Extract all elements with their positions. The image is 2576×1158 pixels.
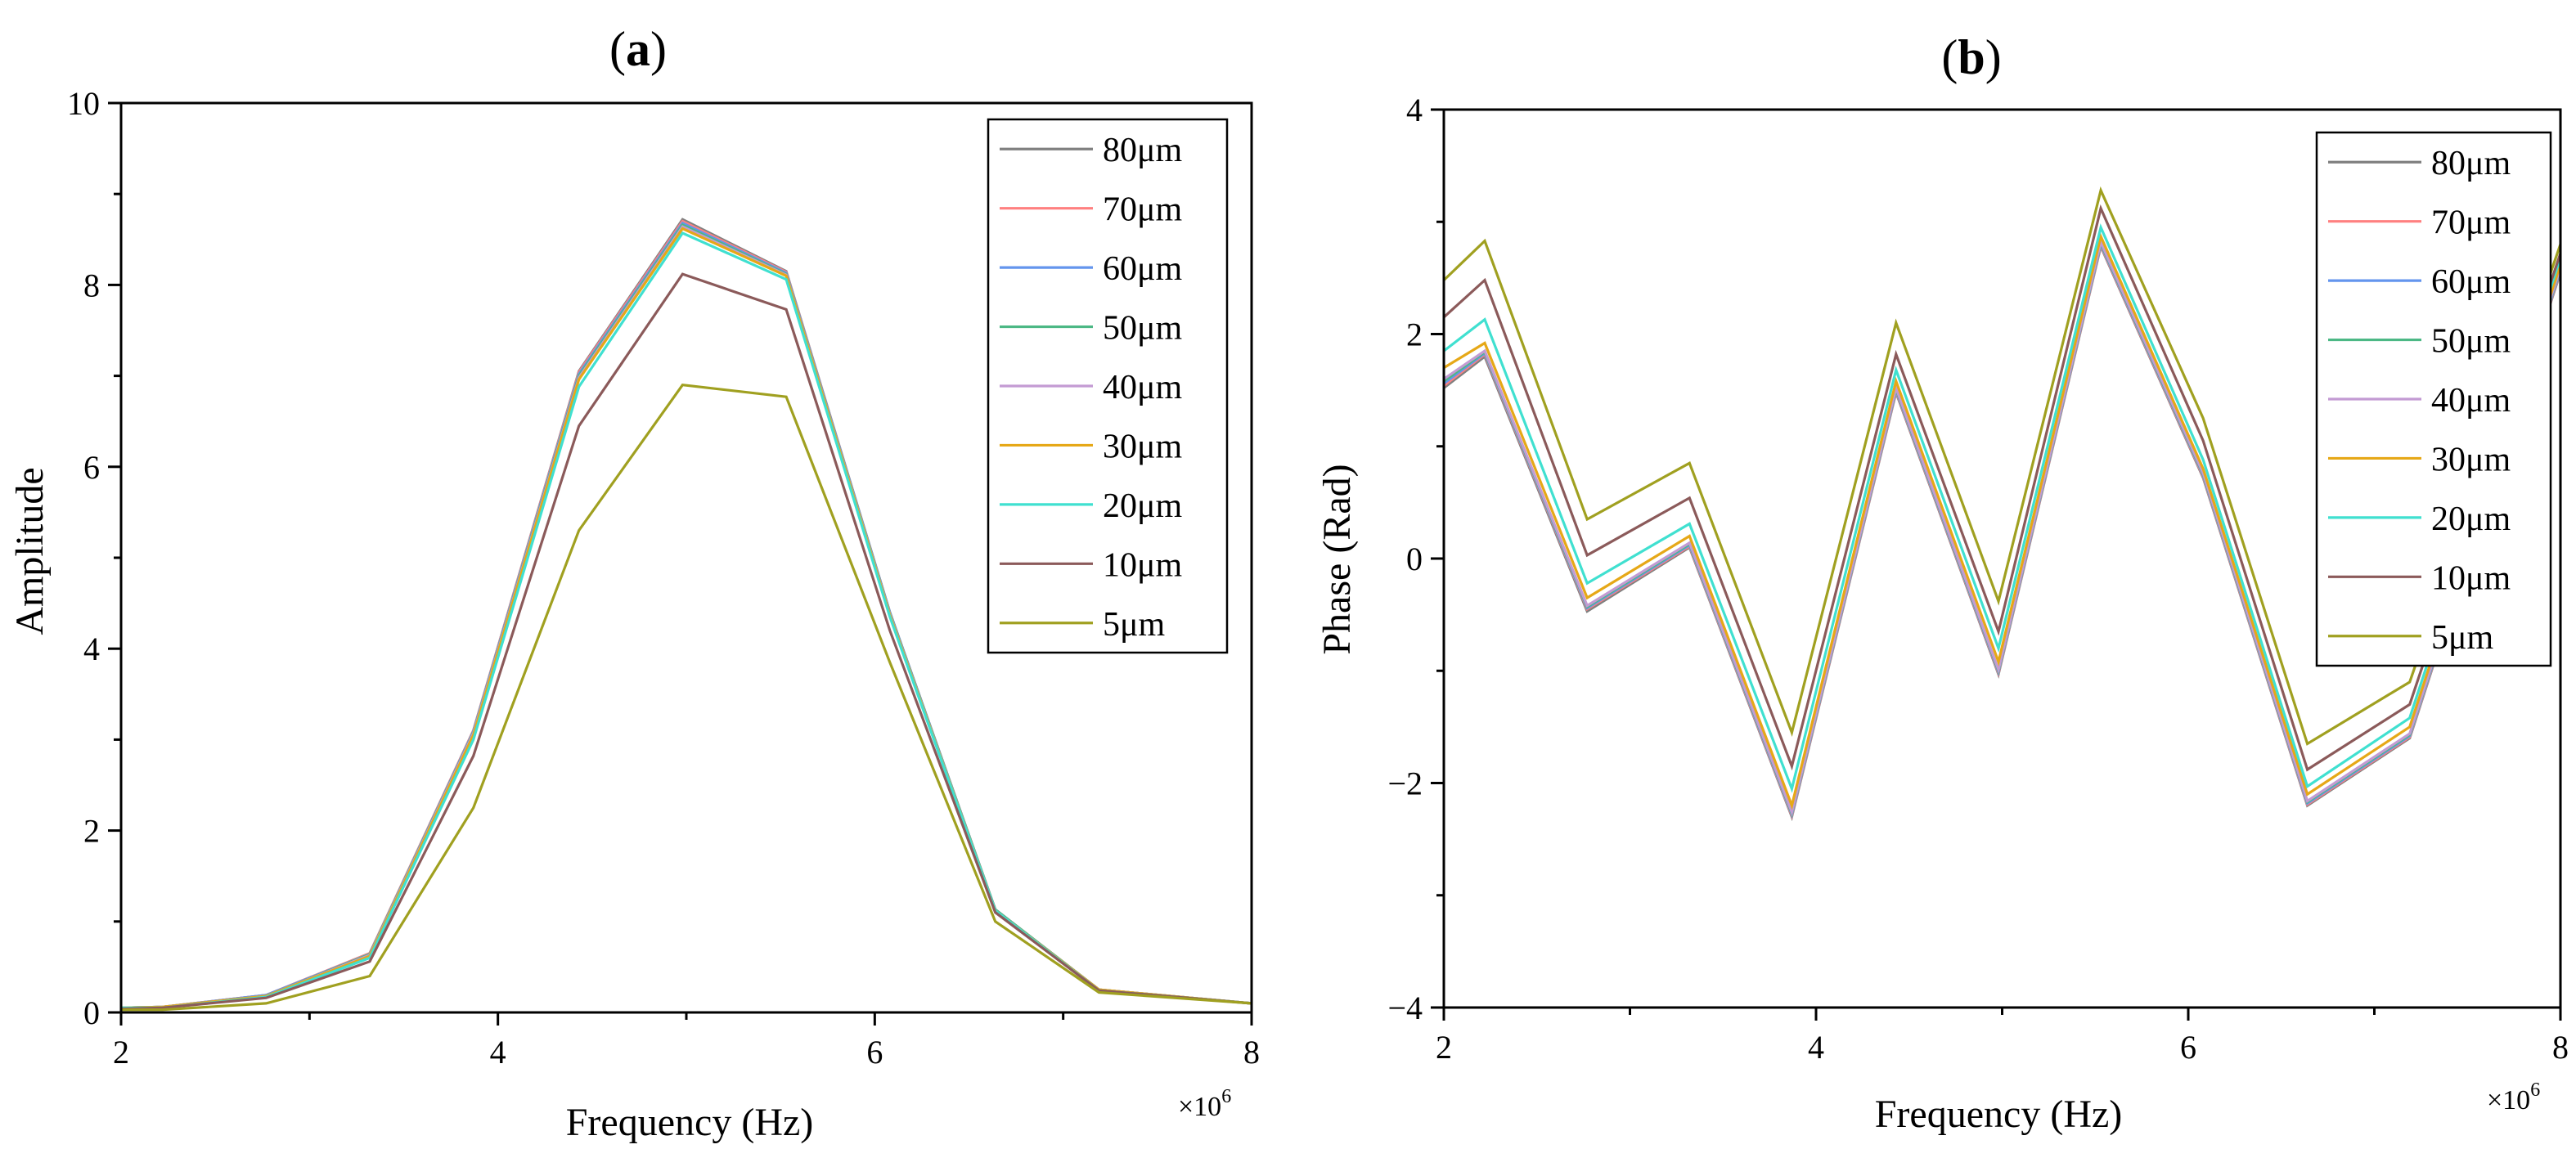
panel-b-series-line-4 [1443, 238, 2562, 817]
panel-a-legend-entry: 30μm [1103, 428, 1183, 465]
panel-b-y-tick-label: −4 [1387, 990, 1423, 1026]
panel-b-x-tick-label: 6 [2180, 1029, 2196, 1066]
panel-a-y-tick-label: 2 [83, 813, 100, 850]
panel-b-x-multiplier: ×106 [2487, 1079, 2540, 1115]
panel-a-legend-entry: 40μm [1103, 369, 1183, 406]
panel-a-legend: 80μm 70μm 60μm 50μm 40μm 30μm 20μm 10μm 5μm [987, 118, 1229, 654]
panel-b-legend-entry: 80μm [2431, 145, 2511, 182]
panel-a-y-tick-label: 0 [83, 994, 100, 1031]
panel-b-legend-entry: 40μm [2431, 382, 2511, 420]
panel-a-y-tick-label: 4 [83, 631, 100, 667]
panel-b-y-tick-label: 4 [1406, 92, 1423, 128]
panel-b-legend-entry: 50μm [2431, 323, 2511, 361]
panel-a-y-axis-label: Amplitude [8, 467, 52, 635]
panel-a-y-tick-label: 10 [67, 85, 100, 122]
panel-b-x-tick-label: 2 [1436, 1029, 1452, 1066]
panel-b-series-line-8 [1442, 186, 2562, 746]
panel-b-series-line-5 [1443, 232, 2562, 810]
panel-a: (a) 2 4 6 8024681080μm70μm60μm50μm40μm30μm2… [8, 22, 1260, 1144]
panel-b-legend-entry: 60μm [2431, 263, 2511, 301]
panel-b-legend-entry: 20μm [2431, 500, 2511, 538]
panel-a-x-multiplier-base: ×10 [1178, 1092, 1221, 1122]
panel-a-series-line-7 [120, 272, 1252, 1011]
panel-b-y-tick-label: 2 [1406, 316, 1423, 353]
panel-b-x-axis-label: Frequency (Hz) [1875, 1093, 2123, 1136]
panel-a-legend-entry: 50μm [1103, 310, 1183, 348]
panel-a-legend-entry: 60μm [1103, 250, 1183, 288]
panel-b-series-line-6 [1443, 223, 2562, 793]
panel-a-legend-entry: 80μm [1103, 132, 1183, 169]
panel-b-x-multiplier-base: ×10 [2487, 1085, 2530, 1115]
panel-b-x-multiplier-exp: 6 [2530, 1079, 2540, 1101]
panel-a-x-axis-label: Frequency (Hz) [566, 1101, 814, 1144]
panel-b-x-tick-label: 8 [2552, 1029, 2569, 1066]
panel-b-y-axis-label: Phase (Rad) [1315, 464, 1359, 654]
panel-b-marks: 2 4 6 8 −4 −2 0 2 4 80μm 70μm 60μm 50μm 40μm 30μm 20μm 1… [1387, 92, 2569, 1066]
panel-a-legend-entry: 10μm [1103, 546, 1183, 584]
panel-b-legend: 80μm 70μm 60μm 50μm 40μm 30μm 20μm 10μm 5μm [2315, 131, 2552, 667]
panel-b-legend-entry: 70μm [2431, 204, 2511, 242]
panel-b-legend-entry: 10μm [2431, 559, 2511, 597]
panel-a-x-tick-label: 4 [490, 1034, 506, 1070]
panel-a-legend-entry: 70μm [1103, 191, 1183, 229]
panel-a-marks: 2 4 6 8024681080μm70μm60μm50μm40μm30μm20μm1… [67, 85, 1260, 1070]
panel-b-title: (b) [1941, 30, 2001, 84]
panel-b-y-tick-label: 0 [1406, 541, 1423, 577]
panel-b-legend-entry: 30μm [2431, 441, 2511, 478]
panel-a-x-tick-label: 2 [113, 1034, 129, 1070]
panel-b-series-line-7 [1442, 204, 2562, 772]
panel-a-y-tick-label: 8 [83, 267, 100, 303]
panel-a-x-multiplier: ×106 [1178, 1086, 1231, 1122]
panel-a-letter: a [626, 22, 650, 76]
panel-a-x-tick-label: 6 [866, 1034, 883, 1070]
panel-b-y-tick-label: −2 [1387, 765, 1423, 802]
panel-a-y-tick-label: 6 [83, 449, 100, 486]
panel-a-x-tick-label: 8 [1243, 1034, 1260, 1070]
panel-a-title: (a) [609, 22, 667, 76]
panel-a-series-line-8 [121, 384, 1252, 1012]
panel-b-letter: b [1958, 30, 1985, 84]
panel-a-x-multiplier-exp: 6 [1221, 1086, 1231, 1107]
panel-b-x-tick-label: 4 [1808, 1029, 1824, 1066]
panel-a-legend-entry: 5μm [1103, 606, 1166, 644]
panel-b: (b) 2 4 6 8−4−202480μm70μm60μm50μm40μm30μm2… [1315, 30, 2569, 1136]
panel-b-legend-entry: 5μm [2431, 619, 2494, 657]
panel-a-legend-entry: 20μm [1103, 487, 1183, 525]
